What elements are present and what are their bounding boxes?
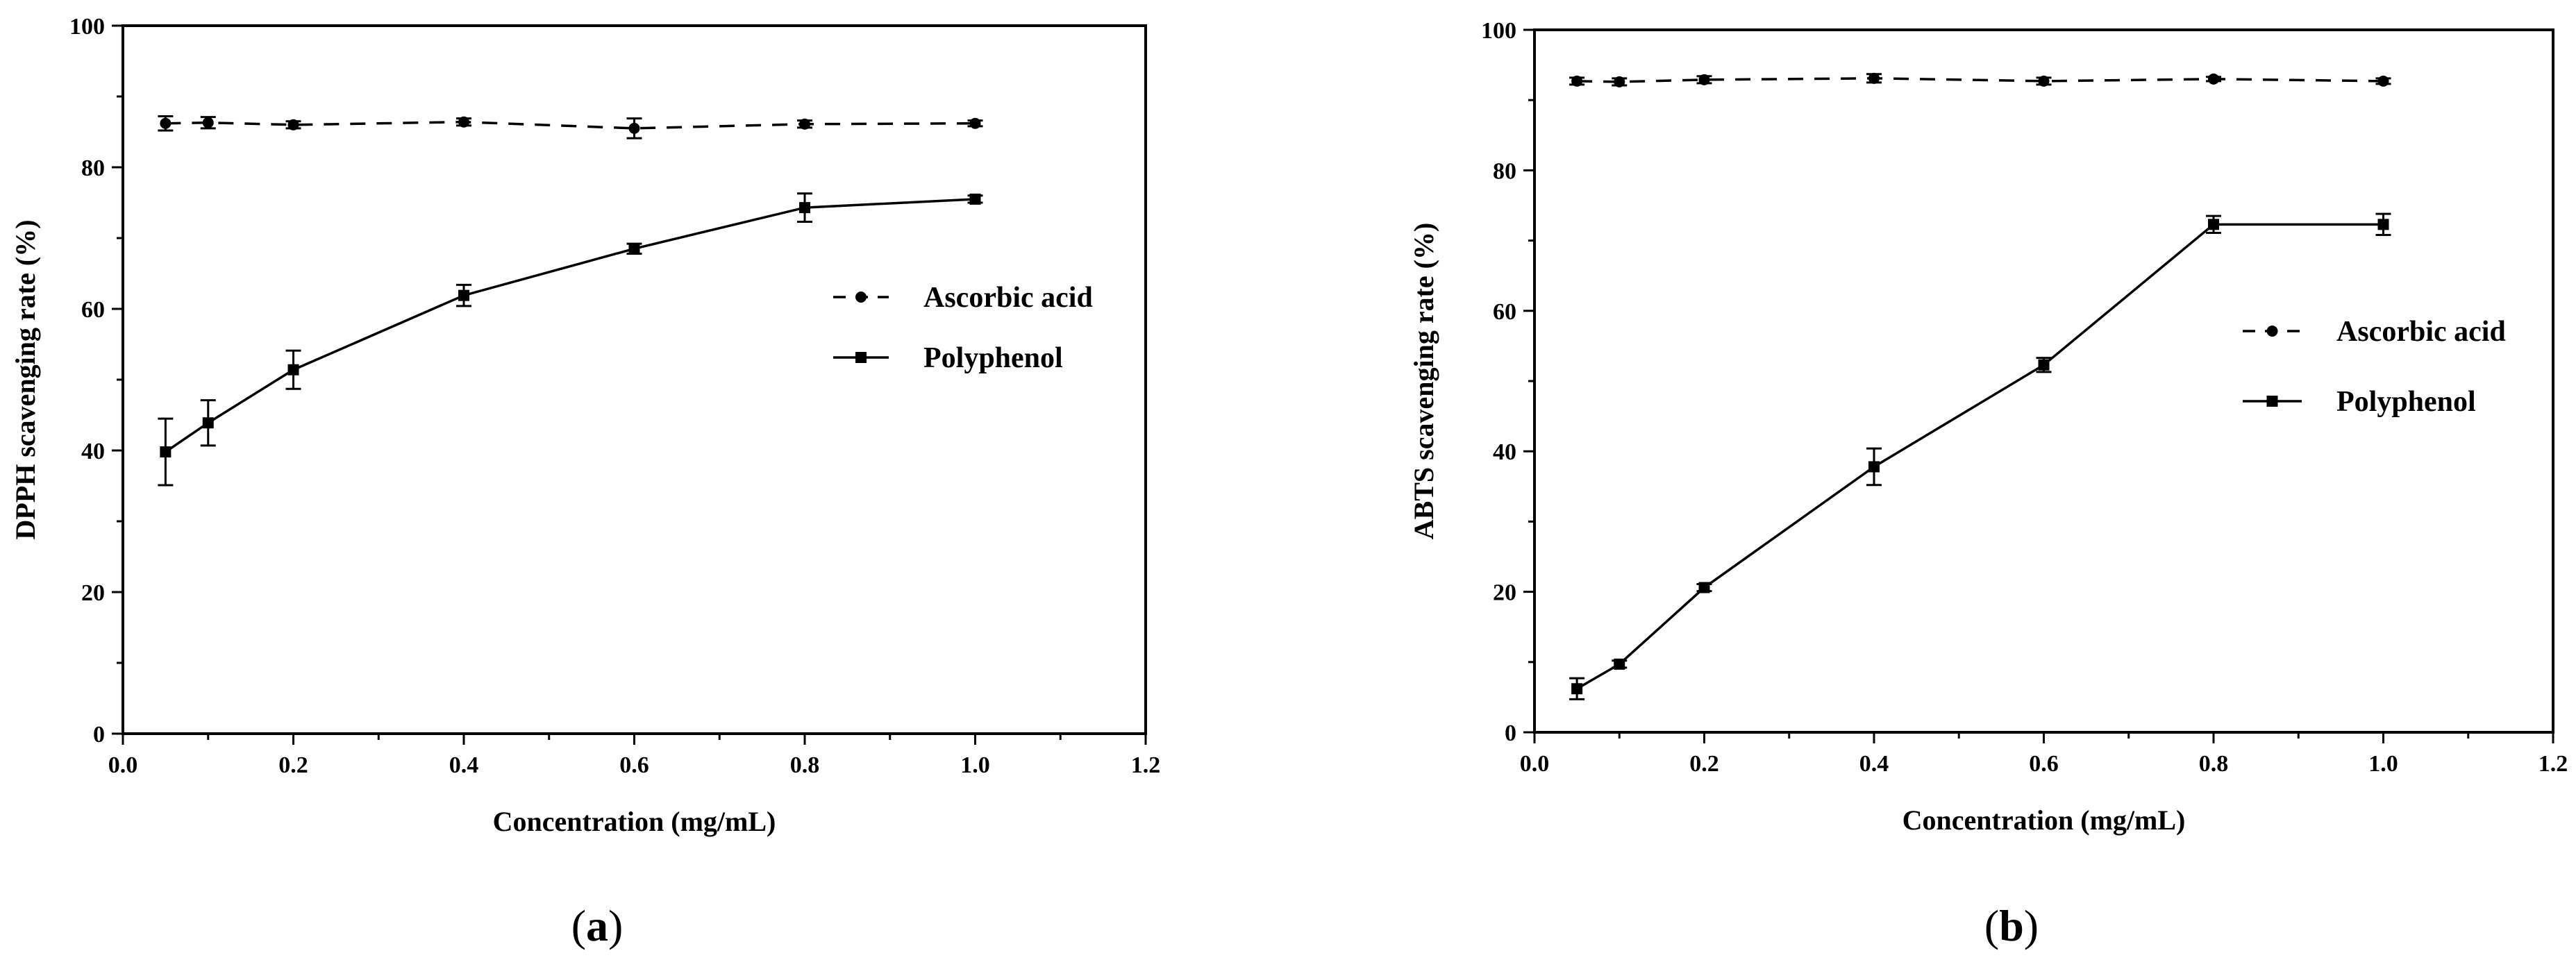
series-polyphenol bbox=[1569, 212, 2391, 700]
series-line bbox=[165, 198, 976, 453]
legend-marker bbox=[855, 352, 867, 363]
x-tick-label: 0.6 bbox=[2029, 751, 2059, 777]
x-tick-label: 1.2 bbox=[2539, 751, 2568, 777]
legend-entry: Polyphenol bbox=[833, 342, 1063, 374]
legend-label: Ascorbic acid bbox=[2336, 316, 2506, 348]
legend-marker bbox=[2266, 396, 2278, 407]
series-ascorbic-acid bbox=[1569, 72, 2391, 87]
data-point bbox=[1698, 74, 1710, 85]
x-tick-label: 0.2 bbox=[1689, 751, 1719, 777]
data-point bbox=[2038, 75, 2050, 87]
data-point bbox=[1571, 683, 1583, 695]
legend-marker bbox=[855, 292, 867, 303]
data-point bbox=[1698, 582, 1710, 593]
panel-label: (b) bbox=[1984, 901, 2039, 950]
panel-label-letter: a bbox=[586, 901, 608, 950]
data-point bbox=[2208, 73, 2219, 85]
x-axis-title: Concentration (mg/mL) bbox=[493, 806, 776, 837]
data-point bbox=[799, 202, 810, 214]
legend-marker bbox=[2266, 326, 2278, 337]
x-tick-label: 0.0 bbox=[108, 752, 138, 778]
panel-label-open: ( bbox=[571, 901, 586, 950]
data-point bbox=[458, 116, 469, 128]
series-ascorbic-acid bbox=[158, 115, 983, 140]
x-axis-title: Concentration (mg/mL) bbox=[1902, 804, 2186, 836]
legend-entry: Ascorbic acid bbox=[2243, 316, 2506, 348]
data-point bbox=[458, 289, 469, 301]
panel-label-letter: b bbox=[1999, 901, 2024, 950]
x-tick-label: 0.0 bbox=[1520, 751, 1550, 777]
data-point bbox=[202, 117, 214, 128]
x-tick-label: 0.8 bbox=[2199, 751, 2229, 777]
x-tick-label: 1.2 bbox=[1131, 752, 1161, 778]
x-tick-label: 0.6 bbox=[619, 752, 649, 778]
data-point bbox=[1614, 658, 1625, 670]
x-tick-label: 0.4 bbox=[1859, 751, 1889, 777]
legend-entry: Ascorbic acid bbox=[833, 282, 1093, 314]
x-tick-label: 0.8 bbox=[790, 752, 820, 778]
plot-frame bbox=[1533, 28, 2554, 734]
data-point bbox=[2038, 359, 2050, 371]
panel-label-close: ) bbox=[608, 901, 623, 950]
panel-label-close: ) bbox=[2024, 901, 2039, 950]
y-axis-title: DPPH scavenging rate (%) bbox=[10, 219, 41, 539]
data-point bbox=[628, 122, 640, 134]
panel-label: (a) bbox=[571, 901, 624, 950]
x-tick-label: 1.0 bbox=[2368, 751, 2398, 777]
y-tick-label: 40 bbox=[81, 439, 105, 464]
data-point bbox=[1571, 75, 1583, 87]
data-point bbox=[287, 364, 299, 376]
y-tick-label: 60 bbox=[1493, 299, 1516, 325]
y-tick-label: 20 bbox=[81, 580, 105, 606]
x-tick-label: 1.0 bbox=[960, 752, 990, 778]
y-tick-label: 80 bbox=[81, 155, 105, 181]
data-point bbox=[1614, 76, 1625, 87]
legend-label: Polyphenol bbox=[2336, 386, 2476, 418]
series-line bbox=[1577, 77, 2384, 83]
legend-label: Ascorbic acid bbox=[923, 282, 1093, 314]
y-tick-label: 0 bbox=[93, 722, 105, 748]
data-point bbox=[799, 118, 810, 130]
legend-label: Polyphenol bbox=[923, 342, 1063, 374]
y-tick-label: 40 bbox=[1493, 439, 1516, 465]
data-point bbox=[1868, 72, 1880, 84]
y-tick-label: 0 bbox=[1505, 720, 1516, 746]
panel-label-open: ( bbox=[1984, 901, 1999, 950]
y-axis-title: ABTS scavenging rate (%) bbox=[1408, 223, 1439, 540]
data-point bbox=[160, 446, 172, 458]
data-point bbox=[969, 117, 981, 129]
y-tick-label: 100 bbox=[1481, 18, 1516, 44]
data-point bbox=[2377, 75, 2389, 87]
chart-panel-b: 0.0 0.2 0.4 0.6 0.8 1.0 1.2 0 20 40 60 80 100 Concent… bbox=[1408, 18, 2568, 950]
chart-panel-a: 0.0 0.2 0.4 0.6 0.8 1.0 1.2 0 20 40 60 80 100 Concent… bbox=[10, 14, 1160, 950]
data-point bbox=[287, 119, 299, 130]
data-point bbox=[160, 117, 172, 129]
data-point bbox=[1868, 461, 1880, 473]
data-point bbox=[628, 243, 640, 255]
series-line bbox=[1576, 223, 2384, 690]
x-tick-label: 0.4 bbox=[449, 752, 479, 778]
x-tick-label: 0.2 bbox=[278, 752, 308, 778]
y-tick-label: 100 bbox=[69, 14, 105, 40]
y-tick-label: 20 bbox=[1493, 580, 1516, 606]
data-point bbox=[969, 193, 981, 205]
data-point bbox=[2377, 219, 2389, 230]
data-point bbox=[2208, 219, 2219, 230]
y-tick-label: 60 bbox=[81, 297, 105, 323]
series-polyphenol bbox=[158, 192, 983, 487]
y-tick-label: 80 bbox=[1493, 158, 1516, 184]
legend-entry: Polyphenol bbox=[2243, 386, 2476, 418]
data-point bbox=[202, 417, 214, 429]
